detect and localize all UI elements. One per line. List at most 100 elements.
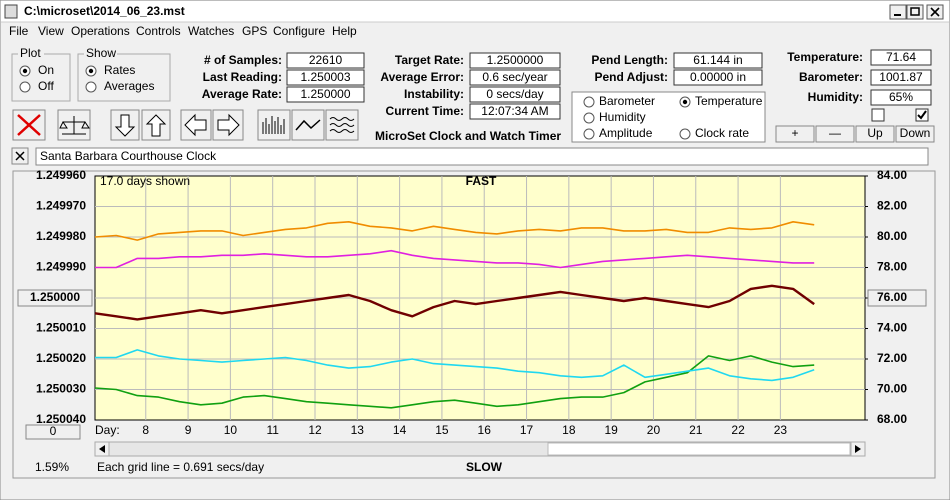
days-shown: 17.0 days shown: [100, 174, 190, 188]
x-tick-label: 17: [520, 423, 534, 437]
legend: Barometer Temperature Humidity Amplitude Clo…: [583, 94, 763, 140]
radio-button[interactable]: [583, 112, 595, 124]
field-label: Pend Length:: [591, 53, 668, 67]
field-box: [469, 52, 561, 69]
menu-item[interactable]: Help: [332, 24, 357, 38]
series-line: [94, 284, 815, 321]
slow-label: SLOW: [466, 460, 503, 474]
field-box: [286, 69, 365, 86]
checkbox[interactable]: [871, 108, 885, 122]
y2-tick-label: 72.00: [877, 351, 907, 365]
scale-button[interactable]: [895, 125, 935, 143]
field-value: 1.250003: [300, 70, 350, 84]
field-box: [286, 86, 365, 103]
x-tick-label: 21: [689, 423, 703, 437]
toolbar: [12, 109, 359, 141]
menu-item[interactable]: File: [9, 24, 29, 38]
scale-button[interactable]: [775, 125, 815, 143]
y2-tick-label: 82.00: [877, 199, 907, 213]
minimize-button[interactable]: [889, 4, 907, 20]
window-controls[interactable]: [889, 4, 944, 20]
y2-tick-label: 76.00: [877, 290, 907, 304]
y2-tick-label: 74.00: [877, 321, 907, 335]
y-tick-label: 1.249990: [36, 260, 86, 274]
y-tick-label: 1.250040: [36, 412, 86, 426]
name-input[interactable]: [35, 147, 929, 166]
fast-label: FAST: [466, 174, 497, 188]
icon: [295, 119, 321, 131]
field-box: [469, 103, 561, 120]
tick-button[interactable]: [867, 289, 927, 307]
field-value: 1.250000: [300, 87, 350, 101]
x-tick-label: 11: [266, 423, 279, 437]
legend-label: Clock rate: [695, 126, 749, 140]
icon: [329, 117, 355, 133]
group-box: [77, 53, 171, 102]
icon: [184, 113, 207, 137]
field-box: [469, 69, 561, 86]
menu-item[interactable]: View: [38, 24, 64, 38]
scale-button-label: Down: [900, 126, 931, 140]
radio-button[interactable]: [679, 128, 691, 140]
field-label: Humidity:: [808, 90, 863, 104]
field-label: Instability:: [404, 87, 464, 101]
radio-label: Averages: [104, 79, 154, 93]
menu-item[interactable]: Watches: [188, 24, 234, 38]
radio-button[interactable]: [85, 81, 97, 93]
field-value: 1001.87: [879, 70, 923, 84]
radio-button[interactable]: [583, 96, 595, 108]
series-line: [94, 221, 815, 241]
x-tick-label: 10: [224, 423, 238, 437]
series-line: [95, 249, 815, 269]
legend-label: Temperature: [695, 94, 763, 108]
scroll-thumb[interactable]: [547, 442, 851, 456]
x-tick-label: 19: [604, 423, 618, 437]
radio-dot: [682, 99, 688, 105]
icon: [15, 151, 25, 161]
y-tick-label: 1.250010: [36, 321, 86, 335]
y-tick-label: 1.250020: [36, 351, 86, 365]
radio-button[interactable]: [583, 128, 595, 140]
legend-box: [571, 91, 766, 143]
x-tick-label: 16: [478, 423, 492, 437]
x-tick-label: 23: [774, 423, 788, 437]
icon: [930, 7, 940, 17]
radio-button[interactable]: [19, 81, 31, 93]
option-groups: Plot On Off Show Rates Averages: [11, 46, 171, 102]
y2-tick-label: 78.00: [877, 260, 907, 274]
x-tick-label: 22: [731, 423, 745, 437]
radio-label: On: [38, 63, 54, 77]
icon: [910, 7, 920, 16]
icon: [114, 114, 136, 137]
field-value: 1.2500000: [487, 53, 544, 67]
menu-item[interactable]: Controls: [136, 24, 181, 38]
series-line: [95, 349, 815, 382]
check-mark: [917, 110, 927, 120]
scale-button[interactable]: [815, 125, 855, 143]
field-label: Target Rate:: [395, 53, 464, 67]
radio-label: Rates: [104, 63, 135, 77]
y2-tick-label: 80.00: [877, 229, 907, 243]
tick-button[interactable]: [17, 289, 93, 307]
menu-item[interactable]: Configure: [273, 24, 325, 38]
y2-tick-label: 70.00: [877, 382, 907, 396]
group-title: Show: [86, 46, 116, 60]
y-tick-label: 1.249960: [36, 168, 86, 182]
icon: [217, 113, 240, 137]
offset-button-label: 0: [50, 424, 57, 438]
radio-label: Off: [38, 79, 54, 93]
series-line: [94, 355, 815, 409]
menu-item[interactable]: GPS: [242, 24, 267, 38]
scale-button[interactable]: [855, 125, 895, 143]
offset-button[interactable]: [25, 424, 81, 440]
field-value: 22610: [309, 53, 343, 67]
field-value: 0.6 sec/year: [482, 70, 547, 84]
y-tick-label: 1.250000: [30, 290, 80, 304]
menu-item[interactable]: Operations: [71, 24, 130, 38]
field-label: Current Time:: [386, 104, 464, 118]
field-value: 61.144 in: [693, 53, 742, 67]
field-label: # of Samples:: [204, 53, 282, 67]
percent-label: 1.59%: [35, 460, 69, 474]
maximize-button[interactable]: [906, 4, 924, 20]
x-tick-label: 14: [393, 423, 407, 437]
